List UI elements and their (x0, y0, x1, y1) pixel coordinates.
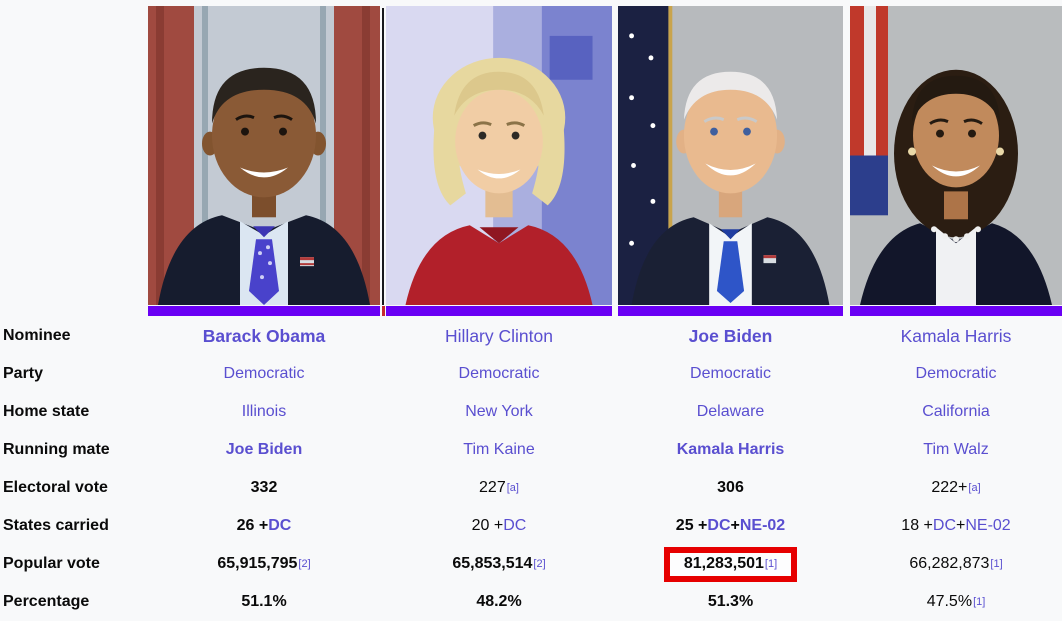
running-mate-harris: Tim Walz (850, 431, 1062, 469)
link-tim-walz[interactable]: Tim Walz (923, 441, 989, 458)
row-label-states-carried: States carried (3, 517, 109, 534)
obama-portrait-illustration (148, 6, 380, 305)
running-mate-obama: Joe Biden (148, 431, 380, 469)
link-california[interactable]: California (922, 403, 990, 420)
percentage-obama: 51.1% (241, 593, 287, 610)
row-label-running-mate: Running mate (3, 441, 110, 458)
states-carried-biden: 25 + DC + NE-02 (675, 517, 786, 534)
link-tim-kaine[interactable]: Tim Kaine (463, 441, 535, 458)
nominee-obama: Barack Obama (148, 317, 380, 355)
percentage-biden: 51.3% (707, 593, 754, 610)
photo-hillary-clinton[interactable] (386, 0, 612, 305)
link-joe-biden[interactable]: Joe Biden (688, 325, 773, 346)
column-divider-red (380, 305, 386, 317)
row-label-party: Party (3, 365, 44, 382)
link-illinois[interactable]: Illinois (241, 403, 287, 420)
link-delaware[interactable]: Delaware (696, 403, 765, 420)
link-democratic-party[interactable]: Democratic (690, 365, 771, 382)
electoral-vote-harris: 222+ [a] (931, 479, 981, 496)
nominee-biden: Joe Biden (618, 317, 843, 355)
link-dc[interactable]: DC (268, 517, 292, 534)
popular-vote-biden: 81,283,501 [1] (618, 545, 843, 583)
link-dc[interactable]: DC (932, 517, 956, 534)
electoral-vote-clinton: 227 [a] (479, 479, 519, 496)
link-democratic-party[interactable]: Democratic (458, 365, 540, 382)
party-bar-obama (148, 305, 380, 317)
popular-vote-harris: 66,282,873 [1] (909, 555, 1003, 572)
states-carried-harris: 18 + DC + NE-02 (901, 517, 1011, 534)
row-label-nominee: Nominee (3, 327, 71, 344)
link-hillary-clinton[interactable]: Hillary Clinton (445, 325, 553, 346)
row-label-percentage: Percentage (3, 593, 90, 610)
harris-portrait-illustration (850, 6, 1062, 305)
party-bar-harris (850, 305, 1062, 317)
link-kamala-harris[interactable]: Kamala Harris (676, 441, 785, 458)
row-label-home-state: Home state (3, 403, 90, 420)
link-ne-02[interactable]: NE-02 (739, 517, 786, 534)
electoral-vote-biden: 306 (717, 479, 744, 496)
link-dc[interactable]: DC (503, 517, 527, 534)
popular-vote-obama: 65,915,795 [2] (217, 555, 311, 572)
clinton-portrait-illustration (386, 6, 612, 305)
party-obama: Democratic (148, 355, 380, 393)
link-joe-biden[interactable]: Joe Biden (225, 441, 303, 458)
link-democratic-party[interactable]: Democratic (223, 365, 305, 382)
popular-vote-clinton: 65,853,514 [2] (452, 555, 546, 572)
party-clinton: Democratic (386, 355, 612, 393)
nominee-harris: Kamala Harris (850, 317, 1062, 355)
biden-portrait-illustration (618, 6, 843, 305)
link-kamala-harris[interactable]: Kamala Harris (900, 325, 1012, 346)
states-carried-obama: 26 + DC (236, 517, 292, 534)
column-divider-line (380, 0, 386, 305)
link-dc[interactable]: DC (707, 517, 731, 534)
link-barack-obama[interactable]: Barack Obama (202, 325, 326, 346)
photo-kamala-harris[interactable] (850, 0, 1062, 305)
running-mate-biden: Kamala Harris (618, 431, 843, 469)
link-ne-02[interactable]: NE-02 (965, 517, 1011, 534)
home-state-clinton: New York (386, 393, 612, 431)
running-mate-clinton: Tim Kaine (386, 431, 612, 469)
red-highlight-box: 81,283,501 [1] (663, 546, 798, 582)
party-biden: Democratic (618, 355, 843, 393)
home-state-obama: Illinois (148, 393, 380, 431)
photo-barack-obama[interactable] (148, 0, 380, 305)
home-state-harris: California (850, 393, 1062, 431)
home-state-biden: Delaware (618, 393, 843, 431)
row-label-electoral-vote: Electoral vote (3, 479, 108, 496)
electoral-vote-obama: 332 (250, 479, 278, 496)
link-new-york[interactable]: New York (465, 403, 533, 420)
party-bar-clinton (386, 305, 612, 317)
nominee-clinton: Hillary Clinton (386, 317, 612, 355)
link-democratic-party[interactable]: Democratic (915, 365, 997, 382)
states-carried-clinton: 20 + DC (471, 517, 527, 534)
photo-joe-biden[interactable] (618, 0, 843, 305)
percentage-harris: 47.5% [1] (926, 593, 986, 610)
percentage-clinton: 48.2% (476, 593, 522, 610)
party-harris: Democratic (850, 355, 1062, 393)
party-bar-biden (618, 305, 843, 317)
row-label-popular-vote: Popular vote (3, 555, 100, 572)
